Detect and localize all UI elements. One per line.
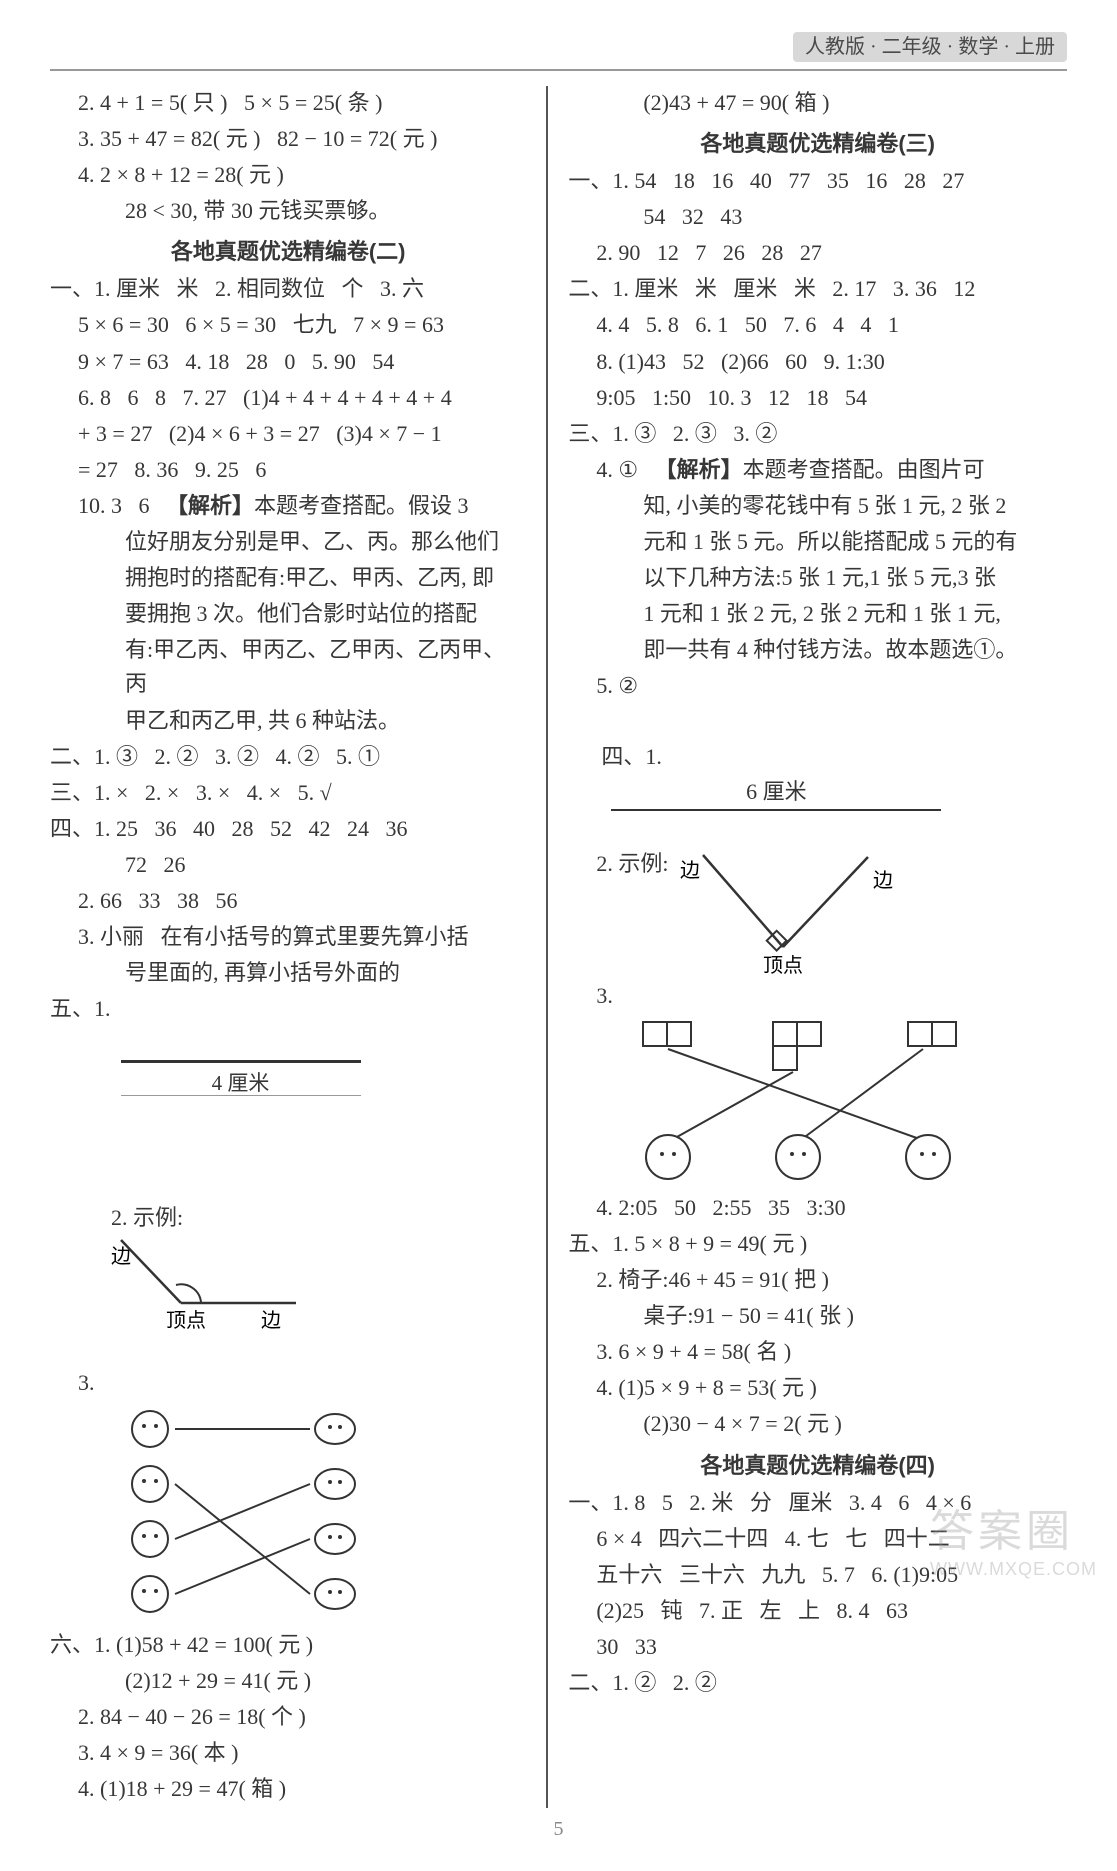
text-line: 2. 90 12 7 26 28 27 [568,236,1067,270]
five-3: 3. [50,1366,526,1400]
five-2: 2. 示例: 边 顶点 边 [50,1167,526,1364]
text-line: 五、1. 5 × 8 + 9 = 49( 元 ) [568,1227,1067,1261]
main-columns: 2. 4 + 1 = 5( 只 ) 5 × 5 = 25( 条 )3. 35 +… [50,86,1067,1808]
text-line: 知, 小美的零花钱中有 5 张 1 元, 2 张 2 [568,489,1067,523]
text-line: 四、1. 25 36 40 28 52 42 24 36 [50,812,526,846]
text-line: 有:甲乙丙、甲丙乙、乙甲丙、乙丙甲、丙 [50,633,526,701]
text-line: 甲乙和丙乙甲, 共 6 种站法。 [50,704,526,738]
s2-analysis-line: 10. 3 6 【解析】本题考查搭配。假设 3 [50,489,526,523]
text-line: 位好朋友分别是甲、乙、丙。那么他们 [50,525,526,559]
text-line: 一、1. 54 18 16 40 77 35 16 28 27 [568,164,1067,198]
text-line: 3. 6 × 9 + 4 = 58( 名 ) [568,1335,1067,1369]
text-line: 9 × 7 = 63 4. 18 28 0 5. 90 54 [50,345,526,379]
matching-diagram-right [608,1017,1008,1187]
text-line: 以下几种方法:5 张 1 元,1 张 5 元,3 张 [568,561,1067,595]
section3-title: 各地真题优选精编卷(三) [568,126,1067,158]
section4-title: 各地真题优选精编卷(四) [568,1448,1067,1480]
text-line: 3. 35 + 47 = 82( 元 ) 82 − 10 = 72( 元 ) [50,122,526,156]
text-line: (2)25 钝 7. 正 左 上 8. 4 63 [568,1594,1067,1628]
text-line: 二、1. 厘米 米 厘米 米 2. 17 3. 36 12 [568,272,1067,306]
text-line: 一、1. 厘米 米 2. 相同数位 个 3. 六 [50,272,526,306]
angle-diagram-right: 边 边 顶点 [668,847,928,977]
text-line: + 3 = 27 (2)4 × 6 + 3 = 27 (3)4 × 7 − 1 [50,417,526,451]
text-line: 桌子:91 − 50 = 41( 张 ) [568,1299,1067,1333]
text-line: 三、1. ③ 2. ③ 3. ② [568,417,1067,451]
text-line: 六、1. (1)58 + 42 = 100( 元 ) [50,1628,526,1662]
text-line: 4. (1)18 + 29 = 47( 箱 ) [50,1772,526,1806]
text-line: 即一共有 4 种付钱方法。故本题选①。 [568,633,1067,667]
text-line: 4. 4 5. 8 6. 1 50 7. 6 4 4 1 [568,308,1067,342]
text-line: 3. 小丽 在有小括号的算式里要先算小括 [50,920,526,954]
text-line: (2)30 − 4 × 7 = 2( 元 ) [568,1407,1067,1441]
text-line: 2. 66 33 38 56 [50,884,526,918]
ruler-4cm: 4 厘米 [121,1060,361,1096]
text-line: 4. (1)5 × 9 + 8 = 53( 元 ) [568,1371,1067,1405]
text-line: 54 32 43 [568,200,1067,234]
text-line: (2)12 + 29 = 41( 元 ) [50,1664,526,1698]
text-line: 二、1. ③ 2. ② 3. ② 4. ② 5. ① [50,740,526,774]
four-3: 3. [568,983,613,1008]
text-line: 8. (1)43 52 (2)66 60 9. 1:30 [568,345,1067,379]
angle-side-label: 边 [111,1245,131,1268]
text-line: 72 26 [50,848,526,882]
header-text: 人教版 · 二年级 · 数学 · 上册 [793,32,1067,62]
text-line: 30 33 [568,1630,1067,1664]
angle-side-label2: 边 [261,1309,281,1330]
page-number: 5 [50,1818,1067,1841]
header-tag: 人教版 · 二年级 · 数学 · 上册 [50,30,1067,59]
text-line: 号里面的, 再算小括号外面的 [50,956,526,990]
text-line: 2. 84 − 40 − 26 = 18( 个 ) [50,1700,526,1734]
text-line: 三、1. × 2. × 3. × 4. × 5. √ [50,776,526,810]
four-1: 四、1. 6 厘米 [568,706,1067,845]
left-column: 2. 4 + 1 = 5( 只 ) 5 × 5 = 25( 条 )3. 35 +… [50,86,548,1808]
svg-text:边: 边 [680,859,700,882]
text-line: 28 < 30, 带 30 元钱买票够。 [50,194,526,228]
ruler-6cm: 6 厘米 [611,775,941,811]
text-line: 要拥抱 3 次。他们合影时站位的搭配 [50,597,526,631]
angle-vertex-label: 顶点 [166,1309,206,1330]
text-line: (2)43 + 47 = 90( 箱 ) [568,86,1067,120]
text-line: 元和 1 张 5 元。所以能搭配成 5 元的有 [568,525,1067,559]
section2-title: 各地真题优选精编卷(二) [50,234,526,266]
divider [50,69,1067,71]
four-4: 4. 2:05 50 2:55 35 3:30 [568,1191,1067,1225]
svg-text:边: 边 [873,869,893,892]
text-line: 拥抱时的搭配有:甲乙、甲丙、乙丙, 即 [50,561,526,595]
text-line: 5 × 6 = 30 6 × 5 = 30 七九 7 × 9 = 63 [50,308,526,342]
text-line: = 27 8. 36 9. 25 6 [50,453,526,487]
watermark: 答案圈 WWW.MXQE.COM [930,1495,1097,1580]
text-line: 二、1. ② 2. ② [568,1666,1067,1700]
s3-5: 5. ② [568,669,1067,703]
text-line: 3. 4 × 9 = 36( 本 ) [50,1736,526,1770]
four-2: 2. 示例: 边 边 顶点 [568,847,1067,977]
five-1-label: 五、1. 4 厘米 [50,992,526,1164]
text-line: 2. 椅子:46 + 45 = 91( 把 ) [568,1263,1067,1297]
text-line: 6. 8 6 8 7. 27 (1)4 + 4 + 4 + 4 + 4 + 4 [50,381,526,415]
s3-analysis-line: 4. ① 【解析】本题考查搭配。由图片可 [568,453,1067,487]
angle-diagram-left: 边 顶点 边 [111,1235,311,1330]
text-line: 1 元和 1 张 2 元, 2 张 2 元和 1 张 1 元, [568,597,1067,631]
matching-diagram-left [120,1404,400,1624]
text-line: 4. 2 × 8 + 12 = 28( 元 ) [50,158,526,192]
text-line: 2. 4 + 1 = 5( 只 ) 5 × 5 = 25( 条 ) [50,86,526,120]
text-line: 9:05 1:50 10. 3 12 18 54 [568,381,1067,415]
svg-text:顶点: 顶点 [763,954,803,977]
